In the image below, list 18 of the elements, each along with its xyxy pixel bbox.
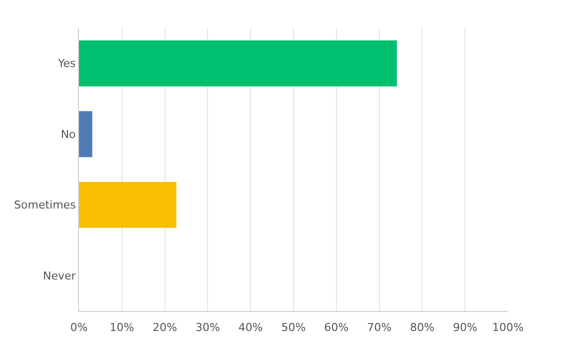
y-tick-label: No <box>60 128 76 141</box>
bar <box>79 182 176 228</box>
x-tick-label: 80% <box>410 321 434 334</box>
x-tick-label: 10% <box>110 321 134 334</box>
x-tick-label: 70% <box>367 321 392 334</box>
y-tick-label: Never <box>43 269 76 282</box>
y-tick-label: Sometimes <box>14 198 76 212</box>
y-tick-label: Yes <box>57 57 76 70</box>
bar <box>79 40 397 86</box>
x-tick-label: 100% <box>492 321 524 334</box>
x-tick-label: 0% <box>70 321 88 334</box>
x-tick-label: 40% <box>238 321 263 334</box>
x-tick-label: 50% <box>281 321 306 334</box>
bar <box>79 111 92 158</box>
x-tick-label: 90% <box>452 321 478 334</box>
x-tick-label: 20% <box>152 321 178 334</box>
x-tick-label: 60% <box>324 321 349 334</box>
x-tick-label: 30% <box>195 321 220 334</box>
